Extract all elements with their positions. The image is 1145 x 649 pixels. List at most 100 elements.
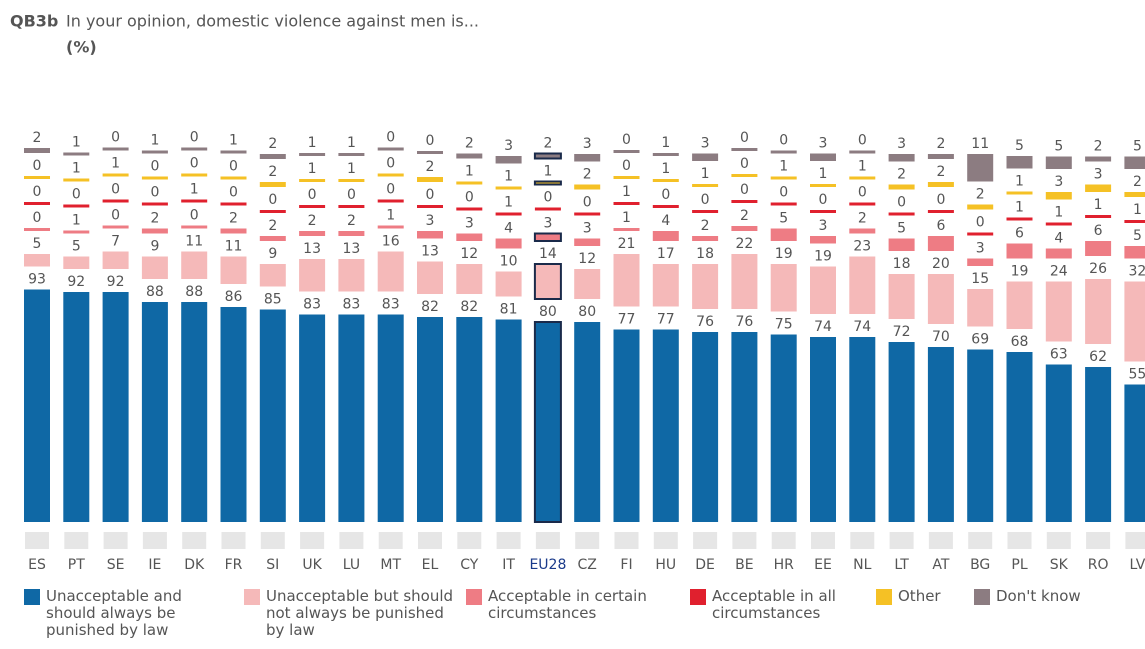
- x-tick-label: DK: [184, 557, 205, 573]
- data-label: 77: [657, 312, 675, 328]
- bar-segment: [652, 264, 679, 307]
- data-label: 1: [72, 135, 81, 151]
- bar-segment: [574, 322, 601, 522]
- data-label: 0: [426, 133, 435, 149]
- x-tick-label: CZ: [578, 557, 597, 573]
- data-label: 5: [1054, 139, 1063, 155]
- data-label: 0: [308, 187, 317, 203]
- bar-segment: [849, 228, 876, 234]
- bar-segment: [24, 254, 50, 267]
- bar-segment: [1045, 364, 1072, 522]
- flag: [1007, 532, 1032, 549]
- flag: [496, 532, 521, 549]
- bar-segment: [63, 178, 90, 182]
- bar-segment: [1006, 191, 1033, 195]
- bar-segment: [299, 153, 326, 156]
- data-label: 69: [971, 332, 989, 348]
- data-label: 2: [268, 164, 277, 180]
- bar-segment: [692, 184, 719, 187]
- x-tick-label: EU28: [529, 557, 566, 573]
- bar-segment: [927, 347, 954, 522]
- data-label: 17: [657, 246, 675, 262]
- data-label: 2: [976, 187, 985, 203]
- data-label: 3: [701, 136, 710, 152]
- data-label: 0: [897, 195, 906, 211]
- bar-segment: [377, 251, 404, 292]
- bar-segment: [299, 231, 326, 236]
- bar-segment: [534, 207, 561, 211]
- flag: [928, 532, 953, 549]
- chart-subtitle: (%): [66, 38, 97, 57]
- bar-segment: [967, 204, 994, 210]
- bar-segment: [456, 181, 483, 185]
- bar-segment: [141, 302, 168, 522]
- bar-segment: [533, 321, 562, 523]
- bar-segment: [533, 180, 562, 186]
- bar-segment: [181, 251, 208, 279]
- bar-segment: [338, 179, 365, 182]
- data-label: 80: [539, 304, 557, 320]
- data-label: 0: [33, 158, 42, 174]
- data-label: 2: [268, 136, 277, 152]
- bar-segment: [495, 186, 522, 190]
- data-label: 1: [1133, 202, 1142, 218]
- bar-segment: [1085, 215, 1112, 218]
- data-label: 4: [1054, 231, 1063, 247]
- bar-segment: [967, 289, 994, 327]
- data-label: 62: [1089, 349, 1107, 365]
- data-label: 9: [150, 239, 159, 255]
- legend-label: Unacceptable but should not always be pu…: [266, 587, 454, 639]
- bar-segment: [888, 274, 915, 319]
- bar-segment: [810, 337, 836, 522]
- data-label: 13: [303, 241, 321, 257]
- bar-segment: [181, 225, 208, 229]
- bar-segment: [613, 254, 640, 307]
- legend-swatch: [690, 589, 706, 605]
- data-label: 11: [971, 136, 989, 152]
- flag: [850, 532, 875, 549]
- data-label: 1: [858, 159, 867, 175]
- bar-segment: [770, 228, 797, 241]
- data-label: 2: [150, 211, 159, 227]
- bar-segment: [24, 176, 50, 179]
- data-label: 0: [819, 192, 828, 208]
- data-label: 3: [897, 136, 906, 152]
- data-label: 13: [421, 244, 439, 260]
- data-label: 5: [1133, 228, 1142, 244]
- data-label: 2: [583, 167, 592, 183]
- bar-segment: [770, 176, 797, 180]
- bar-segment: [810, 184, 836, 187]
- data-label: 23: [853, 239, 871, 255]
- bar-segment: [927, 154, 954, 159]
- data-label: 1: [504, 195, 513, 211]
- bar-segment: [495, 212, 522, 216]
- flag: [653, 532, 678, 549]
- data-label: 0: [779, 185, 788, 201]
- bar-segment: [456, 264, 483, 294]
- data-label: 4: [504, 221, 513, 237]
- bar-segment: [63, 152, 90, 156]
- data-label: 72: [893, 324, 911, 340]
- data-label: 3: [543, 216, 552, 232]
- data-label: 19: [1011, 264, 1029, 280]
- data-label: 0: [426, 187, 435, 203]
- bar-segment: [692, 332, 719, 522]
- x-tick-label: IT: [502, 557, 515, 573]
- flag: [1086, 532, 1111, 549]
- bar-segment: [652, 179, 679, 182]
- flag: [968, 532, 993, 549]
- data-label: 11: [225, 239, 243, 255]
- data-label: 16: [382, 234, 400, 250]
- bar-segment: [574, 238, 601, 246]
- bar-segment: [495, 156, 522, 164]
- bar-segment: [1085, 367, 1112, 522]
- data-label: 92: [107, 274, 125, 290]
- bar-segment: [338, 153, 365, 156]
- data-label: 14: [539, 246, 557, 262]
- legend-swatch: [876, 589, 892, 605]
- legend-swatch: [974, 589, 990, 605]
- data-label: 85: [264, 292, 282, 308]
- data-label: 5: [1015, 138, 1024, 154]
- x-tick-label: HR: [774, 557, 795, 573]
- bar-segment: [927, 210, 954, 213]
